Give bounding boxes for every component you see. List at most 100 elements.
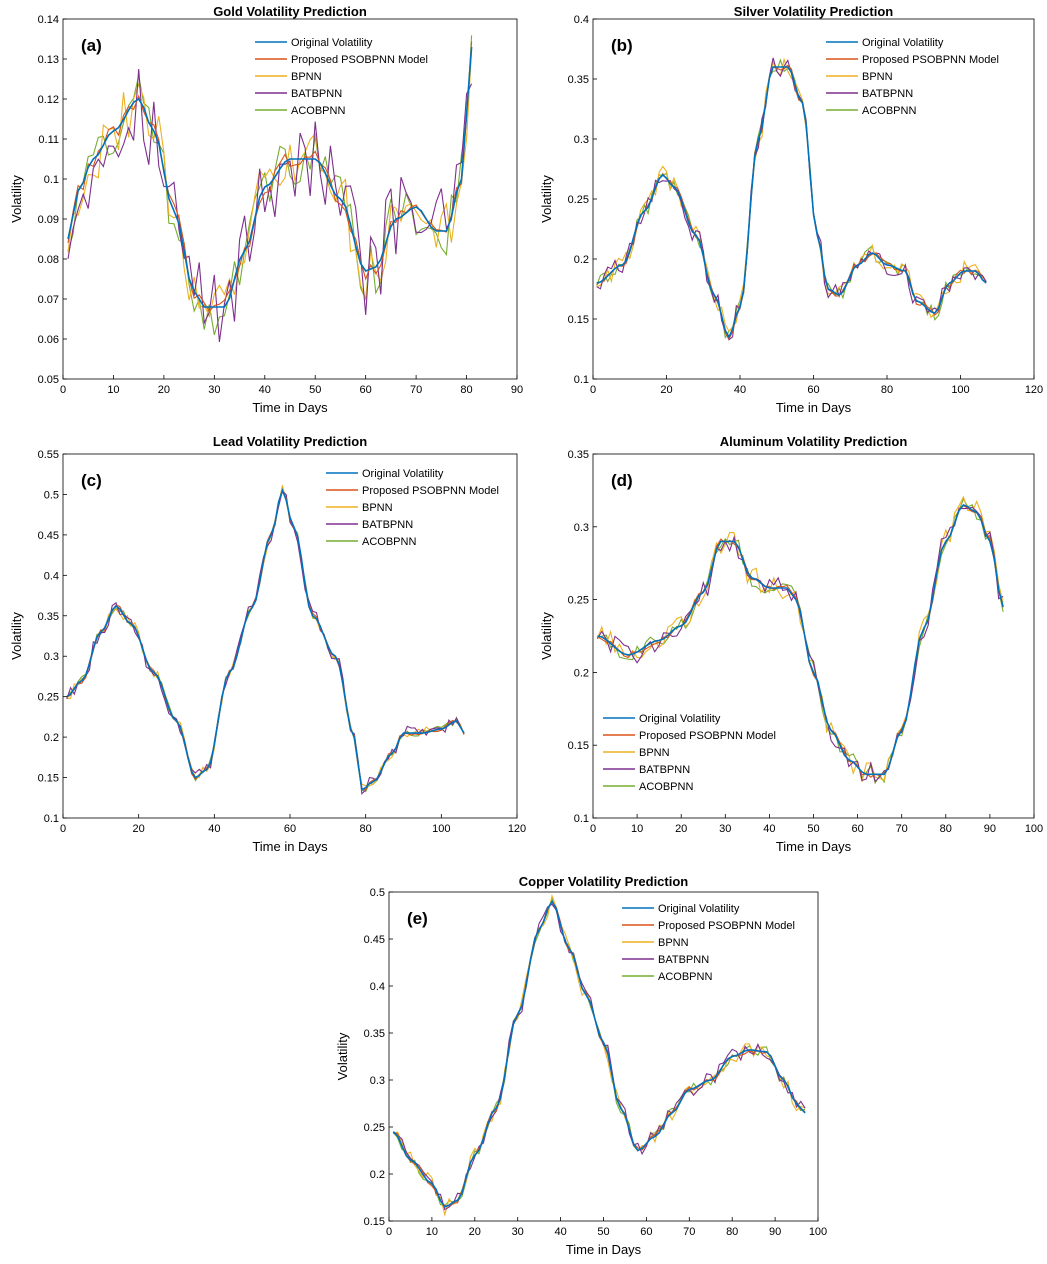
gold-x-tick-label: 80 [460, 384, 472, 396]
copper-y-tick-label: 0.4 [370, 981, 385, 993]
lead-y-axis-label: Volatility [9, 612, 24, 660]
silver-y-tick-label: 0.4 [574, 14, 589, 26]
gold-y-tick-label: 0.05 [38, 374, 59, 386]
copper-x-tick-label: 20 [469, 1226, 481, 1238]
gold-y-tick-label: 0.06 [38, 334, 59, 346]
lead-x-tick-label: 20 [133, 823, 145, 835]
gold-x-tick-label: 90 [511, 384, 523, 396]
aluminum-x-tick-label: 90 [984, 823, 996, 835]
gold-series-line-1 [67, 46, 473, 308]
silver-legend-label: ACOBPNN [862, 105, 916, 117]
gold-y-axis-label: Volatility [9, 175, 24, 223]
lead-x-tick-label: 0 [60, 823, 66, 835]
gold-x-tick-label: 40 [259, 384, 271, 396]
copper-legend-label: ACOBPNN [658, 971, 712, 983]
gold-y-tick-label: 0.1 [44, 174, 59, 186]
copper-y-tick-label: 0.5 [370, 887, 385, 899]
aluminum-y-axis-label: Volatility [539, 612, 554, 660]
silver-series-line-1 [596, 66, 987, 339]
copper-legend-label: BPNN [658, 937, 689, 949]
copper-y-tick-label: 0.2 [370, 1169, 385, 1181]
lead-y-tick-label: 0.1 [44, 813, 59, 825]
silver-y-tick-label: 0.25 [568, 194, 589, 206]
gold-plot-area [62, 18, 518, 380]
gold-legend-label: Proposed PSOBPNN Model [291, 54, 428, 66]
aluminum-x-axis-label: Time in Days [776, 839, 852, 854]
lead-x-tick-label: 60 [284, 823, 296, 835]
silver-y-tick-label: 0.2 [574, 254, 589, 266]
aluminum-y-tick-label: 0.15 [568, 740, 589, 752]
lead-x-tick-label: 40 [208, 823, 220, 835]
silver-legend-label: BPNN [862, 71, 893, 83]
copper-y-tick-label: 0.15 [364, 1216, 385, 1228]
aluminum-legend-label: Original Volatility [639, 713, 721, 725]
silver-x-tick-label: 40 [734, 384, 746, 396]
lead-y-tick-label: 0.35 [38, 611, 59, 623]
aluminum-x-tick-label: 100 [1025, 823, 1043, 835]
silver-x-tick-label: 0 [590, 384, 596, 396]
lead-legend-label: BATBPNN [362, 519, 413, 531]
gold-panel-label: (a) [81, 36, 102, 55]
gold-x-tick-label: 20 [158, 384, 170, 396]
silver-y-tick-label: 0.1 [574, 374, 589, 386]
silver-y-tick-label: 0.35 [568, 74, 589, 86]
gold-x-tick-label: 60 [360, 384, 372, 396]
gold-y-tick-label: 0.14 [38, 14, 59, 26]
copper-x-tick-label: 50 [597, 1226, 609, 1238]
gold-x-axis-label: Time in Days [252, 400, 328, 415]
aluminum-x-tick-label: 80 [940, 823, 952, 835]
silver-series-line-3 [596, 57, 987, 333]
copper-panel-label: (e) [407, 909, 428, 928]
copper-y-tick-label: 0.35 [364, 1028, 385, 1040]
aluminum-panel-label: (d) [611, 471, 633, 490]
aluminum-y-tick-label: 0.35 [568, 449, 589, 461]
copper-x-tick-label: 70 [683, 1226, 695, 1238]
lead-chart-panel: 0 20 40 60 80 100 120 0.1 0.15 0.2 0.25 0.3 0.35 0.4 0… [9, 434, 526, 854]
copper-y-tick-label: 0.3 [370, 1075, 385, 1087]
gold-x-tick-label: 50 [309, 384, 321, 396]
lead-y-tick-label: 0.45 [38, 530, 59, 542]
gold-y-tick-label: 0.08 [38, 254, 59, 266]
gold-series-line-4 [67, 69, 473, 342]
aluminum-x-tick-label: 20 [675, 823, 687, 835]
silver-legend-label: Proposed PSOBPNN Model [862, 54, 999, 66]
copper-x-tick-label: 90 [769, 1226, 781, 1238]
copper-plot-area [388, 891, 819, 1222]
lead-x-axis-label: Time in Days [252, 839, 328, 854]
copper-x-tick-label: 40 [554, 1226, 566, 1238]
copper-y-tick-label: 0.45 [364, 934, 385, 946]
copper-chart-title: Copper Volatility Prediction [519, 874, 689, 889]
silver-legend-label: BATBPNN [862, 88, 913, 100]
aluminum-x-tick-label: 40 [763, 823, 775, 835]
lead-chart-title: Lead Volatility Prediction [213, 434, 367, 449]
silver-x-tick-label: 60 [807, 384, 819, 396]
gold-legend-label: BATBPNN [291, 88, 342, 100]
silver-y-tick-label: 0.3 [574, 134, 589, 146]
silver-x-tick-label: 20 [660, 384, 672, 396]
lead-x-tick-label: 100 [432, 823, 450, 835]
lead-y-tick-label: 0.3 [44, 651, 59, 663]
gold-legend-label: BPNN [291, 71, 322, 83]
copper-x-tick-label: 60 [640, 1226, 652, 1238]
copper-series-line-1 [392, 899, 806, 1208]
silver-legend-label: Original Volatility [862, 37, 944, 49]
gold-series-line-2 [67, 41, 473, 313]
lead-y-tick-label: 0.4 [44, 570, 59, 582]
silver-panel-label: (b) [611, 36, 633, 55]
aluminum-chart-title: Aluminum Volatility Prediction [720, 434, 908, 449]
aluminum-series-line-1 [597, 504, 1004, 776]
lead-y-tick-label: 0.15 [38, 773, 59, 785]
aluminum-x-tick-label: 60 [851, 823, 863, 835]
aluminum-x-tick-label: 30 [719, 823, 731, 835]
aluminum-legend-label: BATBPNN [639, 764, 690, 776]
gold-legend-label: Original Volatility [291, 37, 373, 49]
silver-x-axis-label: Time in Days [776, 400, 852, 415]
gold-y-tick-label: 0.07 [38, 294, 59, 306]
aluminum-legend-label: BPNN [639, 747, 670, 759]
gold-x-tick-label: 30 [208, 384, 220, 396]
lead-legend-label: ACOBPNN [362, 536, 416, 548]
aluminum-x-tick-label: 10 [631, 823, 643, 835]
copper-chart-panel: 0 10 20 30 40 50 60 70 80 90 100 0.15 0.2 0.25 0.3 0.35… [335, 874, 827, 1257]
gold-series-line-5 [67, 35, 473, 336]
lead-plot-area [62, 453, 518, 819]
